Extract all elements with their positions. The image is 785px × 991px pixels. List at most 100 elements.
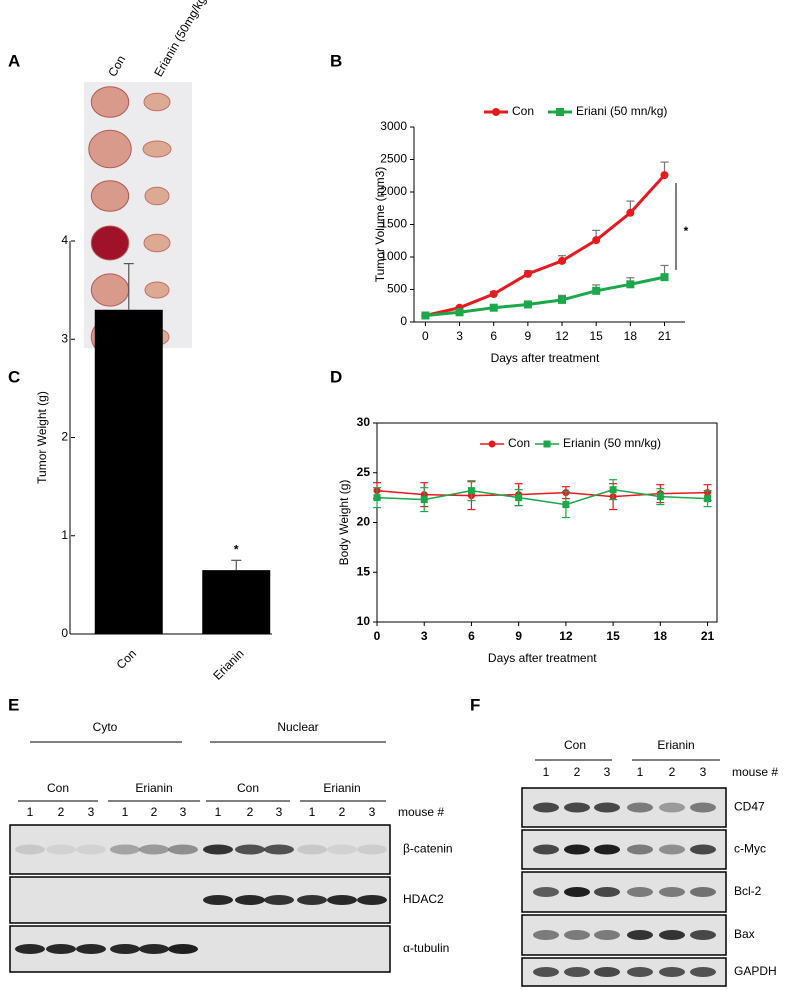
band [564, 967, 590, 977]
bar [202, 570, 271, 634]
x-tick-label: 15 [590, 329, 604, 343]
band [76, 844, 106, 855]
marker [543, 440, 551, 448]
group-label: Cyto [93, 720, 118, 734]
band [659, 967, 685, 977]
tumor [144, 281, 170, 299]
column-label: Con [105, 53, 128, 79]
y-tick-label: 25 [357, 465, 371, 479]
legend-label: Con [508, 436, 530, 450]
marker [489, 303, 498, 312]
lane-label: 2 [669, 765, 676, 779]
x-axis-label: Days after treatment [488, 651, 597, 665]
band [564, 887, 590, 897]
y-tick-label: 0 [400, 314, 407, 328]
panel-letter: D [330, 367, 342, 386]
band [690, 844, 716, 855]
band [235, 844, 265, 855]
band [564, 844, 590, 855]
y-tick-label: 30 [357, 415, 371, 429]
x-axis-label: Days after treatment [491, 351, 600, 365]
condition-label: Con [237, 781, 259, 795]
band [357, 844, 387, 855]
tumor [88, 129, 132, 169]
band [690, 930, 716, 940]
marker [515, 494, 523, 502]
band [659, 844, 685, 855]
band [357, 895, 387, 905]
marker [373, 494, 381, 502]
lane-label: 3 [180, 805, 187, 819]
band [46, 944, 76, 954]
row-label: GAPDH [734, 964, 777, 978]
plot-frame [376, 422, 718, 623]
y-tick-label: 20 [357, 515, 371, 529]
marker [592, 286, 601, 295]
band [533, 844, 559, 855]
lane-header: mouse # [732, 765, 778, 779]
band [76, 944, 106, 954]
y-tick-label: 2000 [380, 184, 407, 198]
series-line [425, 174, 666, 317]
band [533, 967, 559, 977]
y-axis-label: Tumor Weight (g) [35, 391, 49, 484]
band [690, 967, 716, 977]
y-tick-label: 15 [357, 564, 371, 578]
y-tick-label: 2 [61, 430, 68, 444]
panel-letter: A [8, 51, 20, 70]
lane-label: 3 [700, 765, 707, 779]
tumor [143, 233, 171, 253]
band [203, 895, 233, 905]
y-tick-label: 1500 [380, 217, 407, 231]
x-tick-label: 12 [559, 629, 573, 643]
band [15, 944, 45, 954]
band [594, 887, 620, 897]
band [110, 944, 140, 954]
band [594, 802, 620, 813]
marker [492, 108, 500, 116]
band [264, 844, 294, 855]
band [327, 844, 357, 855]
tumor-photo [84, 82, 192, 348]
tumor [90, 225, 130, 261]
marker [556, 108, 564, 116]
x-tick-label: 3 [421, 629, 428, 643]
marker [558, 256, 567, 265]
series-line [376, 488, 708, 506]
band [297, 895, 327, 905]
x-tick-label: 15 [606, 629, 620, 643]
annotation: * [234, 542, 239, 556]
band [627, 887, 653, 897]
x-tick-label: Con [114, 646, 139, 671]
marker [558, 295, 567, 304]
band [627, 802, 653, 813]
row-label: β-catenin [403, 842, 453, 856]
y-tick-label: 3 [61, 331, 68, 345]
x-tick-label: 21 [701, 629, 715, 643]
lane-label: 1 [309, 805, 316, 819]
band [564, 802, 590, 813]
band [627, 967, 653, 977]
band [235, 895, 265, 905]
band [264, 895, 294, 905]
lane-label: 3 [276, 805, 283, 819]
panel-letter: C [8, 367, 20, 386]
group-label: Nuclear [277, 720, 318, 734]
band [627, 930, 653, 940]
band [533, 930, 559, 940]
x-tick-label: 18 [654, 629, 668, 643]
band [690, 802, 716, 813]
y-tick-label: 1000 [380, 249, 407, 263]
band [15, 844, 45, 855]
series-line [425, 275, 665, 317]
x-tick-label: 18 [624, 329, 638, 343]
x-tick-label: 21 [658, 329, 672, 343]
band [659, 930, 685, 940]
row-label: α-tubulin [403, 941, 449, 955]
bar [94, 309, 163, 634]
panel-letter: B [330, 51, 342, 70]
lane-label: 1 [637, 765, 644, 779]
y-tick-label: 0 [61, 626, 68, 640]
marker [562, 501, 570, 509]
